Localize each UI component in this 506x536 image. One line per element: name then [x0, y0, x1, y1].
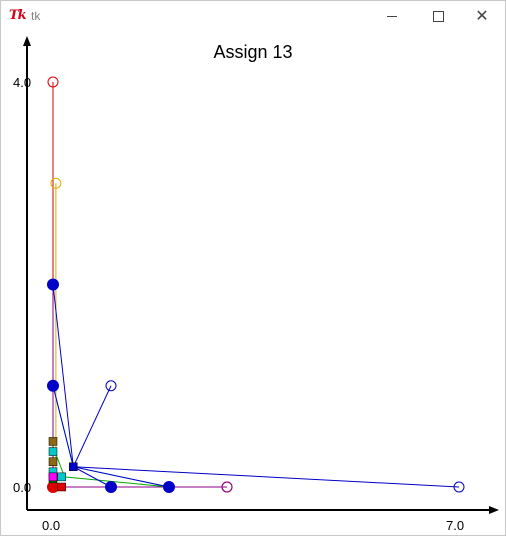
- filled-circle-point-0-1: [47, 379, 59, 392]
- open-circle-point-1-0: [50, 177, 62, 189]
- window-title: tk: [31, 9, 41, 23]
- square-point-8-0: [57, 482, 66, 492]
- series-line-0: [52, 82, 227, 488]
- series-lines: [52, 82, 460, 488]
- plot-svg: [23, 36, 499, 514]
- close-button[interactable]: ✕: [459, 1, 505, 32]
- x-tick-label-min: 0.0: [42, 518, 61, 533]
- series-line-1: [55, 183, 227, 488]
- filled-circle-point-1-0: [47, 481, 59, 493]
- minimize-icon: [387, 16, 397, 17]
- square-point-7-0: [69, 462, 78, 471]
- square-point-2-0: [48, 457, 58, 466]
- series-line-6: [72, 385, 112, 488]
- open-circle-point-0-0: [47, 76, 59, 88]
- x-axis-arrow: [489, 506, 499, 514]
- title-bar[interactable]: Tk tk ✕: [1, 1, 505, 32]
- axes: [23, 36, 499, 514]
- series-line-5: [52, 284, 460, 488]
- y-tick-label-max: 4.0: [13, 75, 32, 90]
- square-point-1-0: [48, 447, 58, 456]
- filled-circle-point-0-2: [105, 481, 117, 493]
- close-icon: ✕: [475, 7, 489, 25]
- filled-circle-point-0-3: [163, 481, 175, 493]
- y-axis-arrow: [23, 36, 31, 46]
- open-circle-point-2-5: [453, 481, 465, 493]
- x-tick-label-max: 7.0: [446, 518, 465, 533]
- square-point-6-0: [57, 472, 66, 482]
- maximize-icon: [432, 11, 444, 22]
- series-markers: [47, 76, 465, 493]
- filled-circle-point-0-0: [47, 278, 59, 291]
- open-circle-point-3-1: [221, 481, 233, 493]
- minimize-button[interactable]: [369, 1, 415, 32]
- series-line-2: [52, 284, 227, 488]
- tk-feather-icon: Tk: [9, 8, 27, 23]
- y-tick-label-min: 0.0: [13, 480, 32, 495]
- square-point-0-0: [48, 437, 58, 446]
- open-circle-point-2-2: [105, 380, 117, 392]
- chart-title: Assign 13: [213, 42, 293, 62]
- maximize-button[interactable]: [415, 1, 461, 32]
- plot-canvas: Assign 13 4.0 0.0 0.0 7.0: [1, 32, 505, 535]
- square-point-5-0: [48, 472, 58, 482]
